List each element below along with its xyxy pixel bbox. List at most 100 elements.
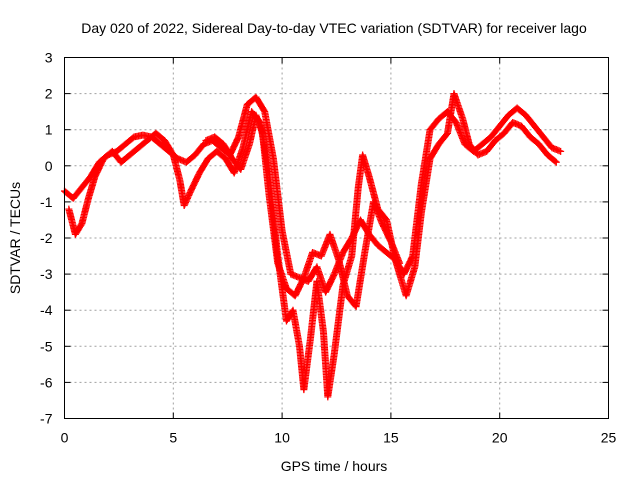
data-point-run: [136, 137, 150, 151]
data-point-run: [170, 152, 183, 183]
data-point-run: [313, 279, 327, 334]
x-tick-label: 0: [61, 430, 69, 446]
data-point-run: [527, 134, 542, 147]
data-point: [396, 259, 404, 267]
data-point-run: [523, 112, 538, 129]
data-point-run: [220, 141, 235, 161]
data-point-run: [375, 242, 389, 256]
data-point-run: [196, 156, 211, 176]
data-point-run: [161, 138, 177, 158]
data-point-run: [78, 196, 92, 226]
y-tick-label: -7: [40, 411, 53, 427]
y-tick-label: -6: [40, 374, 53, 390]
data-point-run: [403, 264, 418, 298]
y-tick-label: 0: [45, 158, 53, 174]
data-point-run: [379, 221, 394, 244]
data-point-run: [359, 152, 373, 179]
data-point-run: [261, 109, 277, 161]
data-point-run: [85, 174, 99, 201]
data-point-run: [300, 337, 314, 392]
data-point-run: [300, 250, 316, 280]
y-tick-label: 3: [45, 50, 53, 66]
data-point-run: [153, 130, 168, 144]
data-point-run: [531, 123, 546, 140]
data-point-run: [545, 152, 559, 165]
data-point-run: [274, 261, 290, 291]
y-axis-label: SDTVAR / TECUs: [7, 182, 23, 294]
data-point-run: [265, 192, 282, 266]
x-tick-label: 10: [274, 430, 290, 446]
data-point-run: [322, 271, 338, 295]
x-tick-labels: 0 5 10 15 20 25: [61, 430, 617, 446]
data-point-run: [278, 228, 294, 277]
data-point-run: [479, 134, 494, 147]
data-point-run: [127, 145, 141, 158]
data-point-run: [348, 185, 362, 258]
x-axis-label: GPS time / hours: [281, 458, 388, 474]
y-tick-label: -2: [40, 230, 53, 246]
data-point-run: [79, 174, 94, 190]
data-point-run: [92, 156, 107, 179]
data-point-run: [292, 275, 307, 298]
data-point-run: [418, 127, 434, 186]
data-point-run: [427, 141, 442, 161]
x-tick-label: 20: [492, 430, 508, 446]
data-point-run: [514, 105, 529, 118]
data-point-run: [235, 102, 251, 139]
y-tick-label: -3: [40, 266, 53, 282]
data-point-run: [324, 351, 338, 399]
data-point-run: [387, 239, 403, 266]
data-point-run: [540, 134, 555, 151]
data-point-run: [518, 123, 533, 140]
data-point-run: [401, 253, 416, 277]
data-point-run: [192, 141, 207, 158]
data-point-run: [335, 257, 351, 298]
data-point-run: [484, 138, 498, 154]
data-point-run: [451, 91, 466, 121]
data-point-run: [492, 130, 507, 144]
data-point-run: [453, 120, 468, 147]
data-point: [552, 158, 560, 166]
grid: [64, 57, 609, 419]
y-tick-labels: -7 -6 -5 -4 -3 -2 -1 0 1 2 3: [40, 50, 53, 427]
data-point-run: [370, 199, 386, 226]
data-point-run: [536, 141, 551, 158]
data-point-run: [253, 95, 268, 114]
data-point-run: [72, 221, 85, 237]
data-point-run: [326, 232, 342, 262]
data-point-run: [183, 152, 198, 165]
y-tick-label: -5: [40, 338, 53, 354]
data-point: [557, 147, 565, 155]
x-tick-label: 5: [169, 430, 177, 446]
data-point-run: [212, 134, 226, 147]
data-point-run: [253, 113, 266, 136]
data-point-run: [214, 148, 228, 162]
y-tick-label: -1: [40, 194, 53, 210]
plot-frame: [64, 57, 609, 419]
data-point-run: [289, 308, 303, 349]
chart-title: Day 020 of 2022, Sidereal Day-to-day VTE…: [81, 20, 587, 36]
data-point-run: [181, 189, 194, 208]
data-point-run: [239, 109, 255, 150]
data-point-run: [270, 156, 286, 233]
data-point-run: [70, 185, 85, 201]
y-tick-label: 1: [45, 122, 53, 138]
data-point-run: [427, 116, 442, 132]
x-tick-label: 25: [601, 430, 617, 446]
data-marks: [61, 90, 565, 401]
data-point-run: [114, 141, 128, 154]
data-point-run: [259, 131, 273, 197]
y-tick-label: 2: [45, 86, 53, 102]
data-point-run: [187, 170, 203, 194]
x-tick-label: 15: [383, 430, 399, 446]
data-point-run: [411, 210, 425, 269]
data-point-run: [352, 250, 369, 309]
data-point-run: [459, 116, 473, 147]
y-tick-label: -4: [40, 302, 53, 318]
data-point-run: [123, 134, 137, 147]
data-point-run: [210, 137, 224, 151]
data-point-run: [418, 156, 434, 215]
data-point-run: [237, 142, 253, 172]
data-point-run: [488, 123, 503, 140]
